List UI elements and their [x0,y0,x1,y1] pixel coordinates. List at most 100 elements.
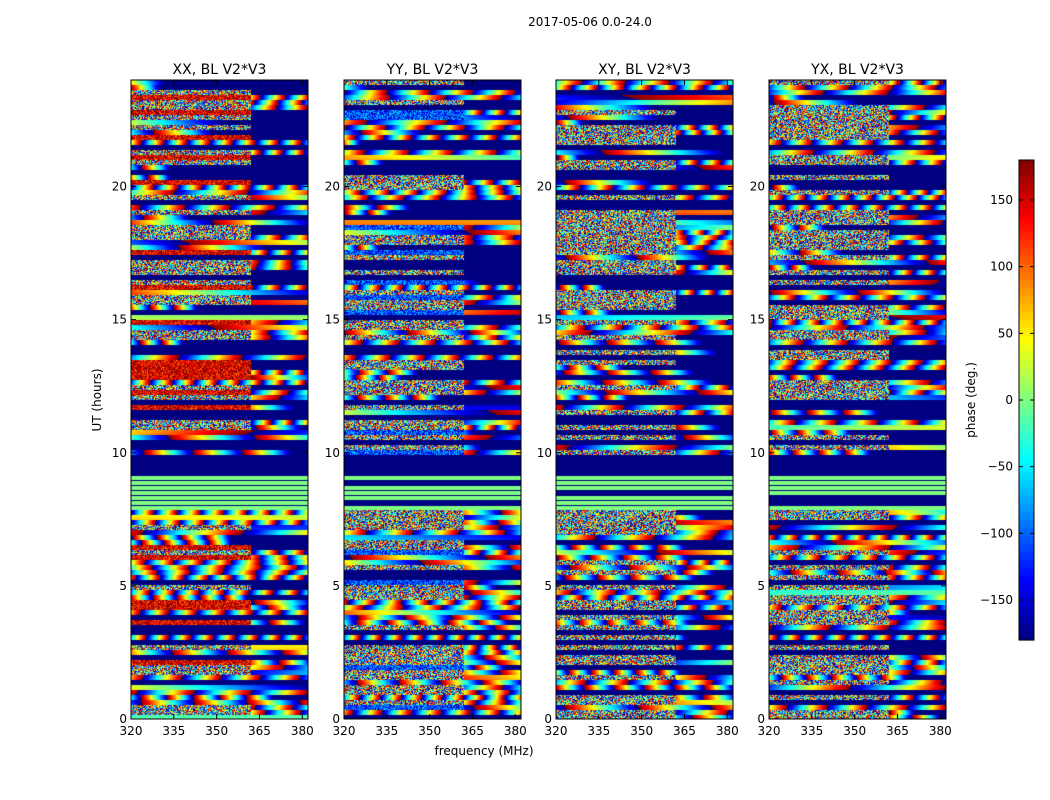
y-tick-label: 5 [544,579,552,593]
colorbar-segment [1019,276,1034,281]
colorbar-tick-label: −50 [988,460,1013,474]
colorbar-segment [1019,624,1034,629]
colorbar-segment [1019,600,1034,605]
colorbar-segment [1019,324,1034,329]
colorbar-segment [1019,292,1034,297]
colorbar-segment [1019,288,1034,293]
colorbar-segment [1019,208,1034,213]
y-tick-label: 15 [537,313,552,327]
y-axis-label: UT (hours) [90,368,104,431]
colorbar-segment [1019,188,1034,193]
colorbar-segment [1019,496,1034,501]
colorbar-segment [1019,192,1034,197]
colorbar-segment [1019,408,1034,413]
colorbar-segment [1019,500,1034,505]
x-tick-label: 335 [800,724,823,738]
colorbar-segment [1019,572,1034,577]
colorbar-segment [1019,524,1034,529]
colorbar-segment [1019,368,1034,373]
colorbar-segment [1019,392,1034,397]
colorbar-segment [1019,200,1034,205]
x-tick-label: 365 [248,724,271,738]
colorbar-segment [1019,436,1034,441]
x-tick-label: 320 [120,724,143,738]
colorbar-segment [1019,204,1034,209]
colorbar-segment [1019,560,1034,565]
x-tick-label: 320 [333,724,356,738]
colorbar-segment [1019,236,1034,241]
colorbar-segment [1019,528,1034,533]
colorbar-segment [1019,508,1034,513]
x-tick-label: 380 [504,724,527,738]
colorbar-segment [1019,240,1034,245]
colorbar-segment [1019,448,1034,453]
colorbar-segment [1019,532,1034,537]
y-tick-label: 0 [757,712,765,726]
x-tick-label: 320 [545,724,568,738]
colorbar-segment [1019,620,1034,625]
colorbar-segment [1019,176,1034,181]
y-tick-label: 15 [325,313,340,327]
colorbar-segment [1019,248,1034,253]
colorbar-segment [1019,232,1034,237]
colorbar-segment [1019,380,1034,385]
y-tick-label: 5 [757,579,765,593]
colorbar-segment [1019,252,1034,257]
phase-heatmap-image [344,80,521,719]
colorbar-segment [1019,308,1034,313]
colorbar-segment [1019,344,1034,349]
colorbar-segment [1019,484,1034,489]
panel: YX, BL V2*V3 320 335 350 365 380 0 5 10 15 20 [750,62,952,738]
phase-heatmap-image [556,80,733,719]
colorbar-segment [1019,180,1034,185]
colorbar-segment [1019,360,1034,365]
colorbar-segment [1019,452,1034,457]
x-tick-label: 335 [375,724,398,738]
colorbar-segment [1019,272,1034,277]
panel: YY, BL V2*V3 320 335 350 365 380 0 5 10 15 20 [325,62,527,738]
colorbar-segment [1019,540,1034,545]
colorbar-segment [1019,596,1034,601]
colorbar-segment [1019,160,1034,165]
phase-heatmap-image [769,80,946,719]
x-tick-label: 380 [291,724,314,738]
colorbar-segment [1019,480,1034,485]
figure-suptitle: 2017-05-06 0.0-24.0 [528,15,652,29]
colorbar-segment [1019,468,1034,473]
colorbar-segment [1019,548,1034,553]
colorbar-segment [1019,184,1034,189]
colorbar: −150 −100 −50 0 50 100 150 [980,159,1035,641]
colorbar-segment [1019,168,1034,173]
x-tick-label: 320 [758,724,781,738]
colorbar-segment [1019,300,1034,305]
x-tick-label: 365 [886,724,909,738]
colorbar-tick-label: −100 [980,526,1013,540]
x-tick-label: 365 [673,724,696,738]
colorbar-segment [1019,504,1034,509]
y-tick-label: 20 [325,180,340,194]
colorbar-segment [1019,260,1034,265]
y-tick-label: 15 [750,313,765,327]
colorbar-segment [1019,456,1034,461]
colorbar-segment [1019,352,1034,357]
colorbar-segment [1019,604,1034,609]
colorbar-segment [1019,636,1034,641]
colorbar-segment [1019,364,1034,369]
colorbar-segment [1019,416,1034,421]
colorbar-segment [1019,568,1034,573]
colorbar-segment [1019,616,1034,621]
colorbar-segment [1019,520,1034,525]
y-tick-label: 10 [750,446,765,460]
colorbar-segment [1019,196,1034,201]
colorbar-segment [1019,164,1034,169]
colorbar-segment [1019,556,1034,561]
x-tick-label: 380 [716,724,739,738]
y-tick-label: 10 [325,446,340,460]
x-tick-label: 365 [461,724,484,738]
x-tick-label: 350 [205,724,228,738]
colorbar-segment [1019,576,1034,581]
colorbar-segment [1019,632,1034,637]
colorbar-segment [1019,376,1034,381]
x-axis-label: frequency (MHz) [434,744,533,758]
